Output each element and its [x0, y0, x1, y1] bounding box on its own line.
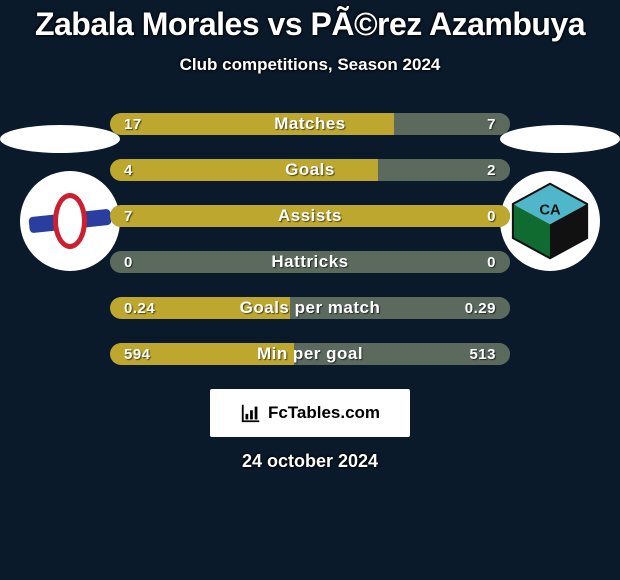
- stat-value-right: 7: [473, 113, 510, 135]
- stat-row: Assists7 0: [110, 205, 510, 227]
- stat-value-left: 594: [110, 343, 165, 365]
- brand-chart-icon: [240, 402, 262, 424]
- stat-bars: Matches177Goals42Assists70Hattricks00Goa…: [110, 113, 510, 365]
- stat-value-left: 17: [110, 113, 156, 135]
- stat-value-right: 0: [473, 251, 510, 273]
- stat-value-right: 0.29: [451, 297, 510, 319]
- flag-ellipse-left: [0, 125, 120, 153]
- club-logo-right: CA: [500, 171, 600, 271]
- date-text: 24 october 2024: [0, 451, 620, 472]
- svg-text:CA: CA: [539, 202, 561, 218]
- stat-row: Hattricks0 0: [110, 251, 510, 273]
- comparison-stage: CA Matches177Goals42Assists70Hattricks00…: [0, 113, 620, 472]
- stat-value-left: 0.24: [110, 297, 169, 319]
- stat-row: Goals4 2: [110, 159, 510, 181]
- stat-label: Matches: [110, 113, 510, 135]
- stat-value-left: 4: [110, 159, 147, 181]
- stat-label: Min per goal: [110, 343, 510, 365]
- cerro-badge-icon: CA: [509, 180, 591, 262]
- brand-box: FcTables.com: [210, 389, 410, 437]
- stat-value-left: 0: [110, 251, 147, 273]
- brand-text: FcTables.com: [268, 403, 380, 423]
- club-logo-left: [20, 171, 120, 271]
- stat-label: Assists: [110, 205, 510, 227]
- stat-value-left: 7: [110, 205, 147, 227]
- page-title: Zabala Morales vs PÃ©rez Azambuya: [0, 0, 620, 43]
- stat-value-right: 0: [473, 205, 510, 227]
- stat-row: Min per goal594 513: [110, 343, 510, 365]
- stat-label: Goals: [110, 159, 510, 181]
- stat-label: Hattricks: [110, 251, 510, 273]
- stat-row: Goals per match0.240.29: [110, 297, 510, 319]
- stat-value-right: 2: [473, 159, 510, 181]
- subtitle: Club competitions, Season 2024: [0, 55, 620, 75]
- stat-value-right: 513: [455, 343, 510, 365]
- flag-ellipse-right: [500, 125, 620, 153]
- stat-row: Matches17 7: [110, 113, 510, 135]
